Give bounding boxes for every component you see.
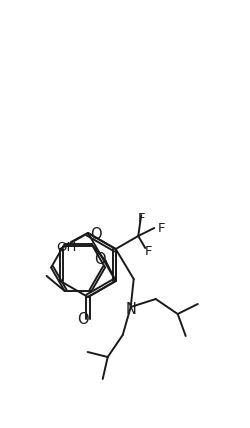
Text: O: O (77, 312, 89, 327)
Text: F: F (138, 211, 145, 225)
Text: O: O (90, 226, 102, 241)
Text: OH: OH (56, 241, 76, 253)
Text: N: N (125, 301, 136, 316)
Text: F: F (144, 244, 152, 258)
Text: F: F (158, 222, 165, 235)
Text: O: O (94, 252, 106, 267)
